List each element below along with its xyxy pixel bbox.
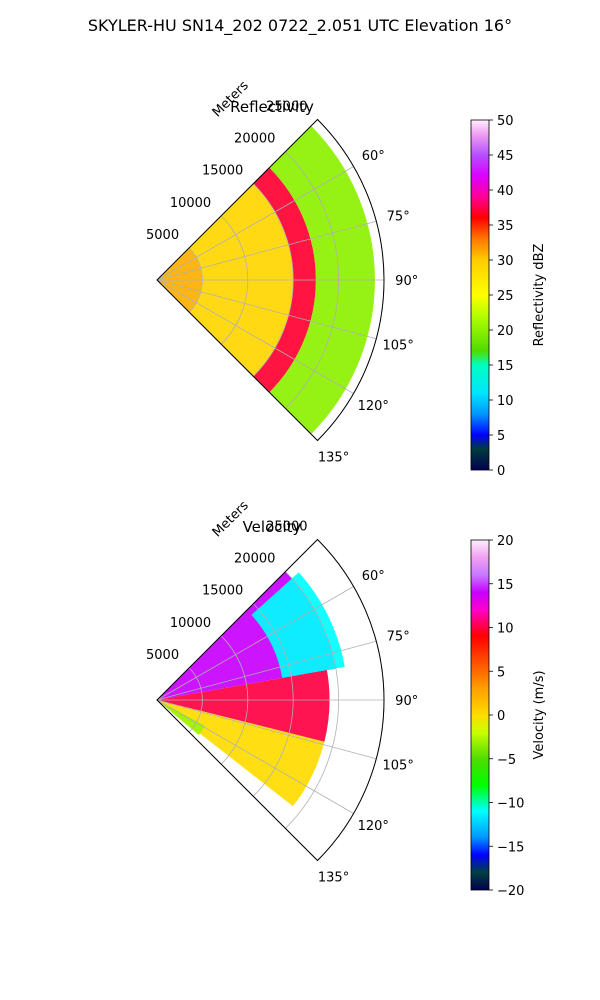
colorbar-tick-label: 30 [497,254,514,269]
azimuth-tick-label: 120° [358,399,389,414]
azimuth-tick-label: 105° [383,759,414,774]
field-region [157,670,330,742]
azimuth-tick-label: 75° [387,629,410,644]
azimuth-tick-label: 120° [358,819,389,834]
sector-outline [156,538,385,862]
field-region [157,700,206,736]
colorbar-tick-label: 40 [497,184,514,199]
range-tick-label: 25000 [266,519,307,534]
range-tick-label: 5000 [146,648,179,663]
field-region [251,572,345,678]
azimuth-spoke [156,699,354,814]
colorbar-tick-label: −20 [497,884,524,899]
azimuth-tick-label: 135° [318,451,349,466]
azimuth-tick-label: 60° [362,569,385,584]
azimuth-spoke [156,586,354,701]
sector-outline [156,118,385,442]
colorbar-tick-label: 50 [497,114,514,129]
colorbar-tick-label: 15 [497,359,514,374]
colorbar-label: Velocity (m/s) [532,670,547,759]
colorbar-tick-label: 25 [497,289,514,304]
azimuth-tick-label: 75° [387,209,410,224]
colorbar-tick-label: 45 [497,149,514,164]
range-tick-label: 10000 [170,196,211,211]
azimuth-tick-label: 60° [362,149,385,164]
panel-title: Reflectivity [230,98,314,116]
colorbar-tick-label: 5 [497,665,505,680]
colorbar-tick-label: 10 [497,394,514,409]
colorbar-tick-label: 15 [497,578,514,593]
azimuth-spoke [156,220,377,281]
azimuth-tick-label: 105° [383,339,414,354]
colorbar-tick-label: 35 [497,219,514,234]
range-tick-label: 15000 [202,164,243,179]
panel-title: Velocity [243,518,302,536]
range-tick-label: 5000 [146,228,179,243]
colorbar-tick-label: −10 [497,797,524,812]
colorbar-tick-label: −15 [497,840,524,855]
colorbar [470,539,490,891]
colorbar-tick-label: 20 [497,324,514,339]
colorbar [470,119,490,471]
azimuth-spoke [156,699,377,760]
field-region [253,167,316,393]
range-tick-label: 20000 [234,132,275,147]
azimuth-tick-label: 135° [318,871,349,886]
range-tick-label: 10000 [170,616,211,631]
figure-title: SKYLER-HU SN14_202 0722_2.051 UTC Elevat… [87,16,513,35]
azimuth-tick-label: 90° [395,694,418,709]
azimuth-spoke [156,640,377,701]
colorbar-tick-label: −5 [497,753,516,768]
velocity-panel: Velocity 500010000150002000025000Meters6… [146,498,547,899]
azimuth-spoke [156,166,354,281]
colorbar-tick-label: 10 [497,622,514,637]
azimuth-spoke [156,279,354,394]
reflectivity-panel: Reflectivity 500010000150002000025000Met… [146,78,547,479]
range-tick-label: 20000 [234,552,275,567]
azimuth-spoke [156,279,377,340]
range-tick-label: 25000 [266,99,307,114]
colorbar-tick-label: 5 [497,429,505,444]
colorbar-tick-label: 0 [497,709,505,724]
range-tick-label: 15000 [202,584,243,599]
colorbar-tick-label: 20 [497,534,514,549]
azimuth-tick-label: 90° [395,274,418,289]
colorbar-label: Reflectivity dBZ [532,244,547,347]
colorbar-tick-label: 0 [497,464,505,479]
